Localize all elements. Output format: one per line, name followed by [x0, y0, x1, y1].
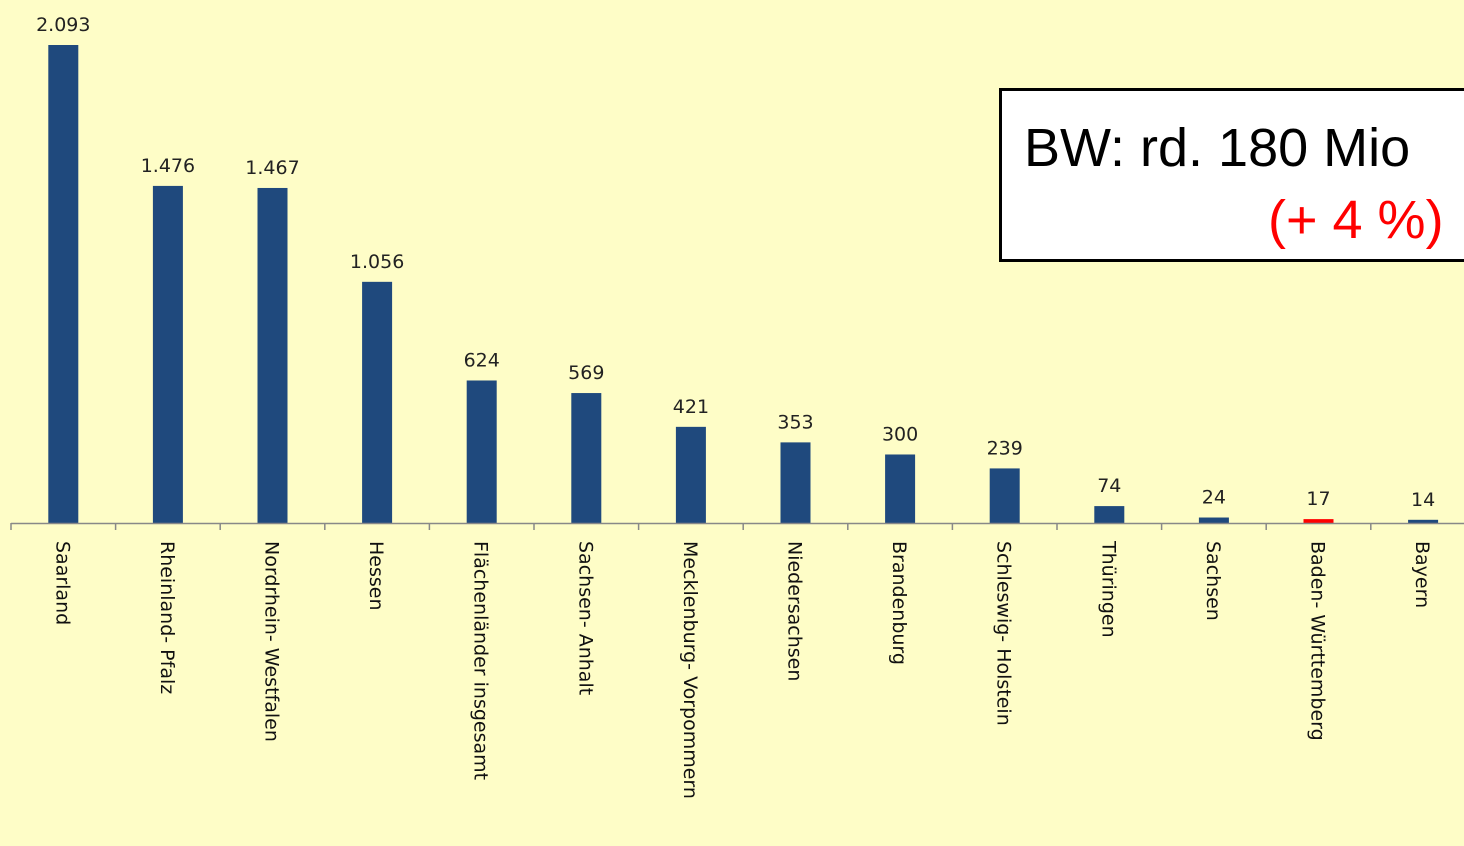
bar	[780, 442, 811, 523]
bars-group	[48, 45, 1439, 524]
category-label: Sachsen- Anhalt	[574, 541, 596, 695]
category-label: Schleswig- Holstein	[993, 541, 1015, 726]
category-label: Bayern	[1411, 541, 1433, 608]
category-label: Flächenländer insgesamt	[470, 541, 492, 780]
bar-value-label: 2.093	[36, 14, 90, 36]
callout-box: BW: rd. 180 Mio (+ 4 %)	[999, 88, 1464, 262]
value-labels-group: 2.093 1.476 1.467 1.056 624 569 421 353 300 239 74…	[36, 14, 1435, 511]
bar-value-label: 239	[987, 437, 1023, 459]
bar-value-label: 1.467	[245, 157, 299, 179]
bar	[362, 281, 393, 523]
bar-value-label: 421	[673, 396, 709, 418]
bar	[257, 187, 288, 524]
category-label: Rheinland- Pfalz	[156, 541, 178, 694]
bar	[571, 393, 602, 523]
bar	[885, 454, 916, 523]
category-label: Sachsen	[1202, 541, 1224, 621]
callout-text: BW: rd. 180 Mio	[1024, 118, 1411, 178]
bar-value-label: 17	[1306, 488, 1330, 510]
category-label: Hessen	[365, 541, 387, 611]
bar	[1408, 519, 1439, 523]
bar-value-label: 353	[777, 411, 813, 433]
bar	[152, 185, 183, 524]
bar-value-label: 74	[1097, 475, 1121, 497]
category-label: Saarland	[51, 541, 73, 625]
bar	[675, 426, 706, 523]
bar	[1198, 517, 1229, 523]
category-label: Thüringen	[1097, 540, 1119, 638]
category-label: Brandenburg	[888, 541, 910, 665]
bar	[48, 45, 79, 523]
bar-value-label: 1.476	[141, 155, 195, 177]
bar-value-label: 24	[1202, 487, 1226, 509]
bar	[989, 468, 1020, 523]
bar	[1094, 506, 1125, 523]
bar-value-label: 1.056	[350, 251, 404, 273]
category-label: Baden- Württemberg	[1307, 541, 1329, 741]
bar-value-label: 300	[882, 423, 918, 445]
bar	[466, 380, 497, 523]
bar-value-label: 569	[568, 362, 604, 384]
bar	[1303, 519, 1334, 523]
category-labels-group: Saarland Rheinland- Pfalz Nordrhein- Westf…	[51, 540, 1433, 799]
bar-value-label: 624	[464, 349, 500, 371]
x-axis-ticks-group	[10, 523, 1372, 530]
category-label: Niedersachsen	[784, 541, 806, 681]
callout-change-text: (+ 4 %)	[1268, 190, 1444, 250]
bar-value-label: 14	[1411, 489, 1435, 511]
category-label: Mecklenburg- Vorpommern	[679, 541, 701, 799]
category-label: Nordrhein- Westfalen	[261, 541, 283, 742]
